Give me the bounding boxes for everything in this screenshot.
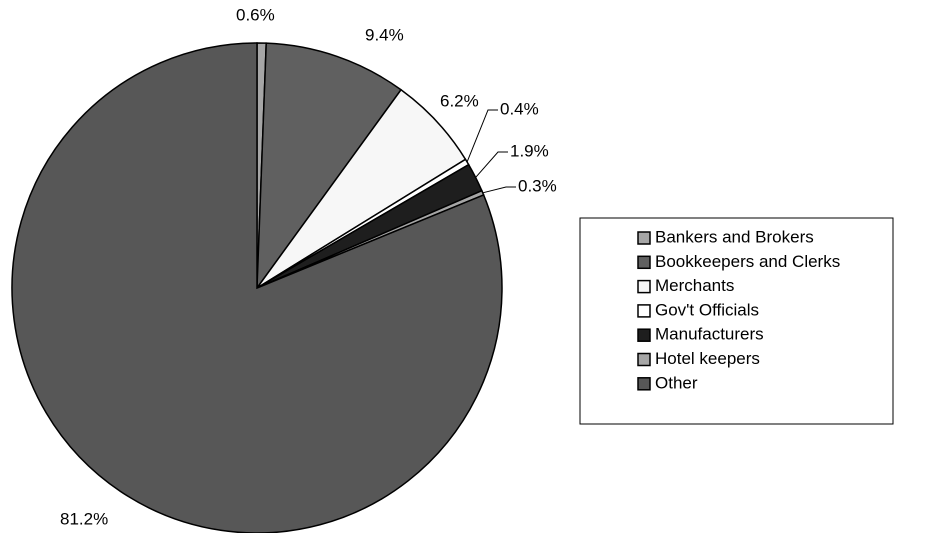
leader-line xyxy=(475,151,508,178)
legend-swatch xyxy=(637,255,651,270)
legend-swatch xyxy=(637,377,651,391)
data-label: 0.3% xyxy=(518,176,557,195)
legend-label: Other xyxy=(655,373,698,392)
legend-label: Merchants xyxy=(655,276,734,295)
legend-swatch xyxy=(637,328,651,342)
legend-label: Bookkeepers and Clerks xyxy=(655,252,840,271)
pie-slice xyxy=(11,42,503,534)
leader-line xyxy=(466,109,498,163)
data-label: 9.4% xyxy=(365,25,404,44)
data-label: 6.2% xyxy=(440,91,479,110)
data-label: 1.9% xyxy=(510,141,549,160)
data-label: 0.6% xyxy=(236,5,275,24)
legend-swatch xyxy=(637,304,651,318)
legend-label: Manufacturers xyxy=(655,325,764,344)
data-label: 81.2% xyxy=(60,509,108,528)
legend-label: Bankers and Brokers xyxy=(655,227,814,246)
legend-swatch xyxy=(637,231,651,245)
legend-label: Hotel keepers xyxy=(655,349,760,368)
legend-label: Gov't Officials xyxy=(655,300,759,319)
data-label: 0.4% xyxy=(500,99,539,118)
pie-slice xyxy=(256,42,403,291)
legend-box xyxy=(579,217,894,425)
legend-swatch xyxy=(637,279,651,294)
legend-swatch xyxy=(637,352,651,367)
leader-line xyxy=(482,186,516,194)
